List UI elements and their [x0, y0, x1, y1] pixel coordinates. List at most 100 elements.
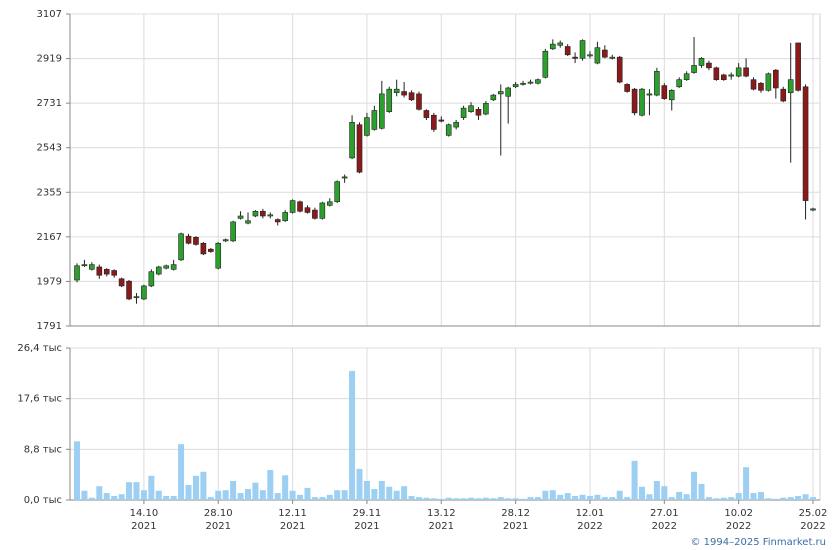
candle-body	[587, 54, 593, 57]
volume-bar	[765, 498, 772, 500]
y-tick-label: 3107	[37, 9, 62, 20]
volume-bar	[780, 497, 787, 500]
volume-bar	[631, 460, 638, 500]
candle-body	[483, 103, 489, 115]
footer: © 1994–2025 Finmarket.ru	[690, 537, 826, 548]
candle-body	[438, 119, 445, 122]
candle-body	[96, 266, 103, 276]
volume-bar	[170, 495, 177, 500]
candle-body	[222, 239, 229, 242]
candle-body	[371, 110, 378, 130]
y-tick-label: 1791	[37, 321, 62, 332]
candle-body	[773, 69, 779, 89]
y-tick-label: 17,6 тыс	[17, 394, 62, 405]
candle-body	[512, 84, 519, 88]
candle-body	[780, 88, 787, 102]
volume-bar	[438, 498, 445, 500]
volume-bar	[140, 490, 147, 500]
volume-bar	[482, 497, 489, 500]
candle-body	[341, 176, 348, 179]
volume-bar	[564, 493, 571, 500]
y-tick-label: 2355	[37, 187, 62, 198]
candle-body	[616, 56, 623, 83]
candle-body	[319, 202, 326, 219]
volume-bar	[691, 471, 698, 500]
volume-bar	[534, 497, 541, 500]
candle-body	[193, 237, 199, 245]
volume-bar	[668, 497, 675, 500]
volume-bar	[252, 482, 259, 500]
candle-body	[661, 85, 668, 99]
y-tick-label: 0,0 тыс	[24, 495, 62, 506]
candle-body	[602, 49, 608, 58]
volume-bar	[557, 494, 564, 500]
volume-bar	[133, 482, 140, 500]
y-tick-label: 26,4 тыс	[17, 343, 62, 354]
candle-body	[274, 219, 281, 223]
y-tick-label: 2167	[37, 232, 62, 243]
candle-body	[594, 47, 601, 64]
candle-body	[89, 264, 95, 270]
candle-body	[646, 93, 653, 96]
candle-body	[720, 74, 727, 80]
candle-body	[237, 215, 244, 219]
candle-body	[520, 82, 526, 85]
candle-body	[185, 235, 192, 244]
y-tick-label: 2731	[37, 98, 62, 109]
candle-body	[750, 79, 757, 90]
volume-bar	[185, 485, 192, 500]
candle-body	[282, 212, 288, 222]
volume-bar	[371, 489, 378, 500]
candle-body	[386, 88, 393, 112]
volume-bar	[572, 495, 579, 500]
candle-body	[356, 124, 363, 173]
volume-bar	[111, 495, 118, 500]
volume-bar	[289, 490, 296, 500]
candle-body	[698, 58, 705, 66]
candle-body	[765, 73, 772, 91]
volume-bar	[178, 444, 185, 500]
volume-bar	[326, 494, 333, 500]
volume-bar	[757, 491, 764, 500]
volume-bar	[713, 498, 720, 500]
volume-bar	[683, 494, 690, 500]
candle-body	[267, 214, 274, 217]
candle-body	[535, 79, 541, 84]
candle-body	[728, 74, 735, 77]
candle-body	[475, 109, 482, 116]
candle-body	[557, 42, 564, 46]
candle-body	[691, 65, 697, 73]
candle-body	[126, 280, 132, 300]
candle-body	[802, 86, 809, 201]
candle-body	[654, 71, 660, 96]
candle-body	[564, 46, 571, 56]
volume-bar	[297, 494, 304, 500]
candle-body	[103, 269, 110, 275]
volume-bar	[148, 475, 155, 500]
volume-bar	[363, 481, 370, 500]
volume-bar	[787, 497, 794, 500]
volume-bar	[386, 486, 393, 500]
volume-bar	[661, 486, 668, 500]
volume-bar	[743, 467, 750, 500]
candle-body	[735, 67, 742, 77]
x-tick-label: 27.01 2022	[650, 508, 679, 532]
candle-body	[795, 42, 801, 91]
x-tick-label: 14.10 2021	[130, 508, 159, 532]
volume-bar	[616, 490, 623, 500]
plot-area	[69, 13, 821, 327]
volume-bar	[244, 489, 251, 500]
volume-bar	[594, 494, 601, 500]
volume-bar	[215, 490, 222, 500]
candle-body	[408, 92, 415, 101]
volume-bar	[319, 497, 326, 500]
candle-body	[423, 110, 430, 118]
volume-bar	[415, 497, 422, 500]
candle-body	[230, 221, 236, 242]
y-tick-label: 8,8 тыс	[24, 444, 62, 455]
candle-body	[245, 220, 251, 224]
volume-bar	[705, 497, 712, 500]
volume-bar	[624, 497, 631, 500]
candle-body	[141, 285, 147, 300]
volume-bar	[103, 493, 110, 500]
